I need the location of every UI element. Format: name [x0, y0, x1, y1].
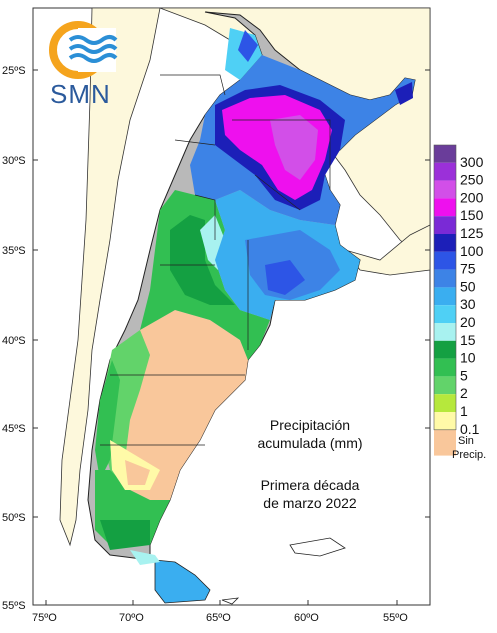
legend-label-250: 250	[460, 172, 484, 188]
legend-label-1: 1	[460, 403, 468, 419]
legend-swatch-15	[434, 323, 456, 341]
logo-wave-icon	[68, 35, 118, 45]
map-caption: Precipitación acumulada (mm) Primera déc…	[257, 417, 362, 511]
legend-swatch-75	[434, 251, 456, 270]
legend-label-100: 100	[460, 243, 484, 259]
legend-label-no-precip-1: Sin	[458, 435, 474, 447]
legend-label-75: 75	[460, 261, 476, 277]
latitude-labels: 25ºS 30ºS 35ºS 40ºS 45ºS 50ºS 55ºS	[2, 65, 26, 612]
lat-label-35: 35ºS	[2, 245, 26, 257]
caption-line2: acumulada (mm)	[257, 435, 362, 451]
legend-swatch-100	[434, 234, 456, 252]
lat-label-45: 45ºS	[2, 423, 26, 435]
legend-swatch-1	[434, 394, 456, 412]
logo-text: SMN	[50, 79, 111, 109]
legend-label-50: 50	[460, 278, 476, 294]
legend-swatch-5	[434, 358, 456, 377]
tierra-del-fuego	[130, 537, 346, 605]
legend-label-15: 15	[460, 332, 476, 348]
legend-label-300: 300	[460, 154, 484, 170]
legend-label-no-precip-2: Precip.	[452, 449, 486, 461]
legend-swatch-125	[434, 216, 456, 234]
legend-swatch-2	[434, 376, 456, 395]
longitude-labels: 75ºO 70ºO 65ºO 60ºO 55ºO	[32, 612, 408, 624]
legend-label-5: 5	[460, 367, 468, 383]
legend-label-30: 30	[460, 296, 476, 312]
legend-label-10: 10	[460, 350, 476, 366]
legend-swatch-30	[434, 287, 456, 306]
legend-label-200: 200	[460, 189, 484, 205]
lon-label-55: 55ºO	[383, 612, 408, 624]
legend-swatch-50	[434, 269, 456, 288]
frame-ticks	[33, 69, 430, 605]
legend-label-125: 125	[460, 225, 484, 241]
legend-swatch-no-precip	[434, 429, 456, 456]
legend-swatch-10	[434, 340, 456, 359]
caption-line4: de marzo 2022	[263, 495, 357, 511]
legend-label-2: 2	[460, 385, 468, 401]
legend-swatch-150	[434, 198, 456, 217]
legend-swatch-200	[434, 180, 456, 199]
lat-label-30: 30ºS	[2, 155, 26, 167]
legend-outline	[433, 144, 457, 431]
lon-label-65: 65ºO	[206, 612, 231, 624]
lon-label-75: 75ºO	[32, 612, 57, 624]
lat-label-50: 50ºS	[2, 512, 26, 524]
legend-swatch-20	[434, 305, 456, 323]
legend-label-0_1: 0.1	[460, 421, 480, 437]
argentina-land	[87, 11, 416, 561]
legend-label-20: 20	[460, 314, 476, 330]
smn-logo: SMN	[49, 21, 118, 109]
caption-line1: Precipitación	[270, 417, 350, 433]
legend-swatch-0_1	[434, 412, 456, 430]
lon-label-60: 60ºO	[294, 612, 319, 624]
legend-swatch-250	[434, 162, 456, 181]
lon-label-70: 70ºO	[119, 612, 144, 624]
legend-swatch-300	[434, 145, 456, 163]
lat-label-55: 55ºS	[2, 600, 26, 612]
caption-line3: Primera década	[261, 477, 360, 493]
legend-label-150: 150	[460, 207, 484, 223]
lat-label-25: 25ºS	[2, 65, 26, 77]
lat-label-40: 40ºS	[2, 335, 26, 347]
